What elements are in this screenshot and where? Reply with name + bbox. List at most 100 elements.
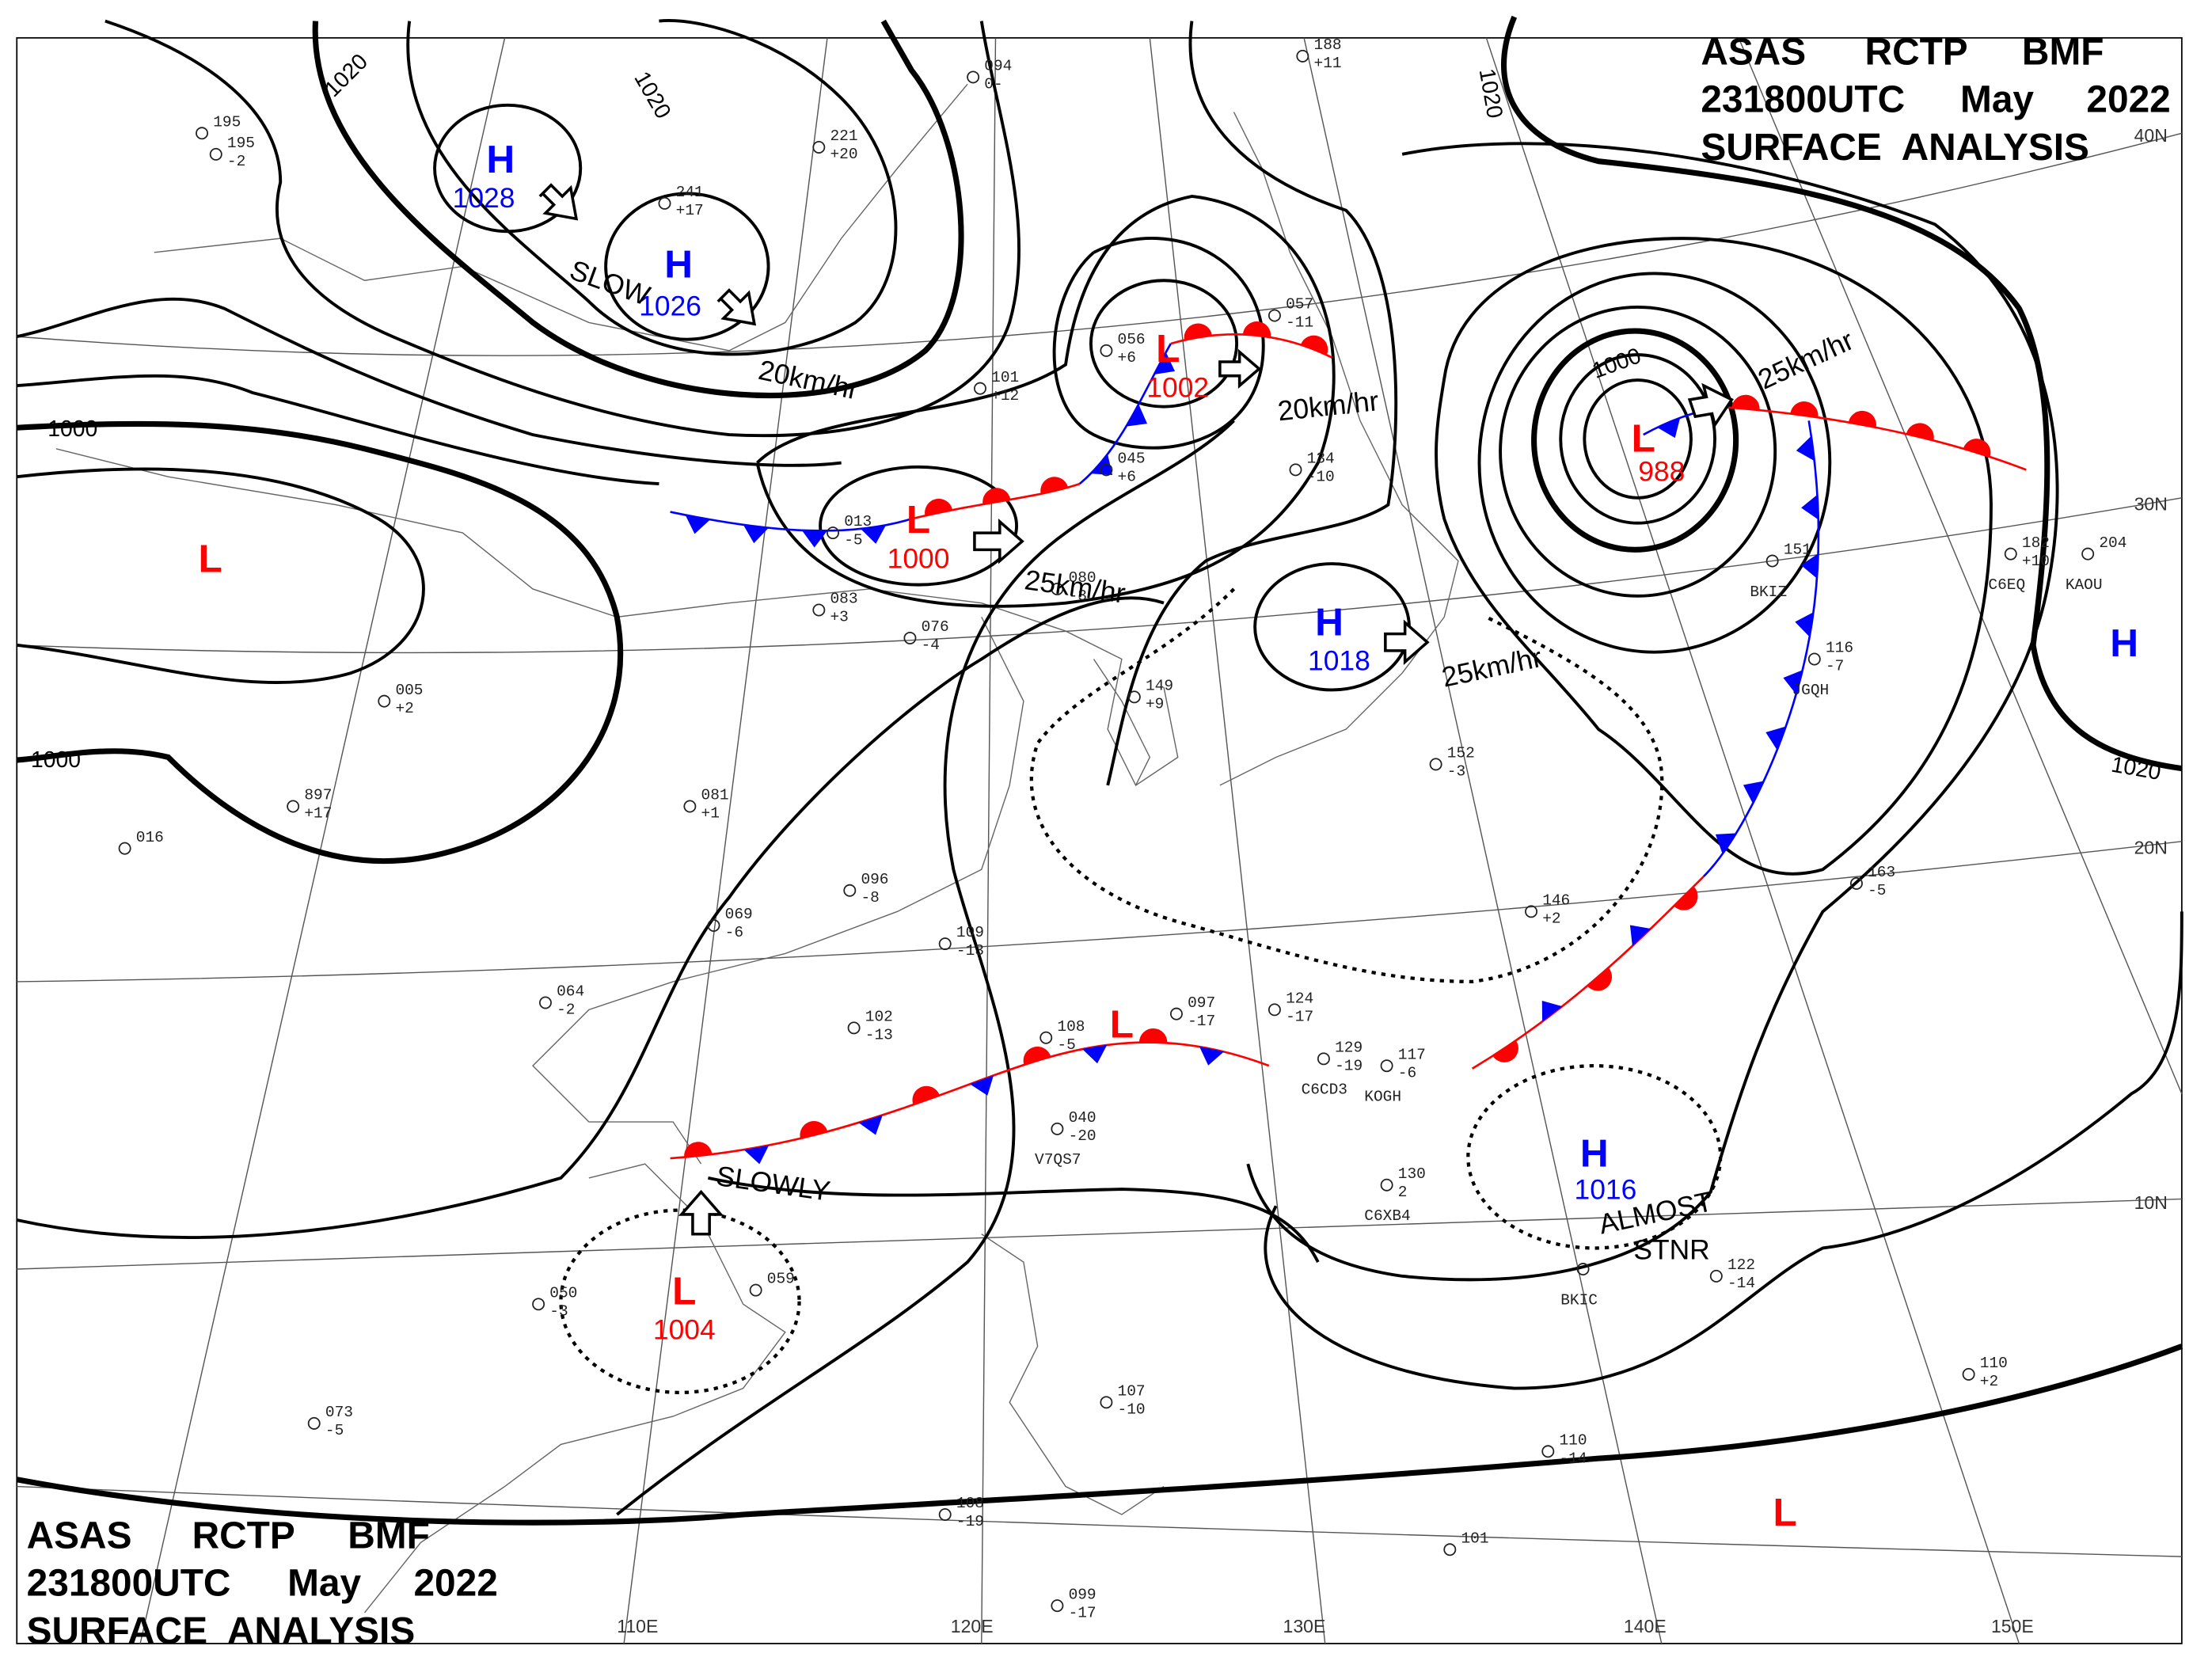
cold-front-triangle bbox=[1800, 553, 1819, 579]
station-circle-icon bbox=[307, 1416, 321, 1430]
station-circle-icon bbox=[1380, 1059, 1393, 1073]
station-circle-icon bbox=[1051, 1122, 1064, 1135]
station-tendency: +10 bbox=[2022, 553, 2050, 570]
station-tendency: -6 bbox=[1398, 1064, 1416, 1081]
station-pressure: 188 bbox=[1314, 36, 1342, 54]
station-circle-icon bbox=[1443, 1543, 1457, 1556]
low-pressure-center: L bbox=[906, 497, 930, 542]
cold-front-triangle bbox=[1795, 612, 1814, 637]
low-pressure-center: L bbox=[1156, 326, 1180, 371]
station-pressure: 129 bbox=[1335, 1039, 1363, 1056]
station-plot: 134-10 bbox=[1289, 450, 1335, 486]
station-plot: 057-11 bbox=[1268, 296, 1313, 332]
station-pressure: 134 bbox=[1307, 450, 1335, 468]
cold-front-triangle bbox=[858, 1115, 883, 1135]
cold-front-triangle bbox=[1656, 417, 1681, 439]
warm-front-semicircle bbox=[1906, 423, 1934, 441]
central-pressure-value: 1028 bbox=[453, 182, 515, 214]
warm-front-semicircle bbox=[1138, 1028, 1168, 1043]
station-circle-icon bbox=[812, 603, 826, 617]
central-pressure-value: 1016 bbox=[1575, 1173, 1637, 1205]
station-plot: 117-6 KOGH bbox=[1364, 1046, 1426, 1105]
station-tendency: -6 bbox=[725, 924, 743, 941]
station-plot: 195-2 bbox=[209, 135, 255, 170]
station-plot: 188+11 bbox=[1296, 36, 1342, 72]
coastline-china bbox=[532, 617, 1024, 1165]
movement-arrow-icon bbox=[1218, 348, 1262, 389]
ship-callsign: C6CD3 bbox=[1302, 1081, 1347, 1099]
warm-front-semicircle bbox=[1790, 401, 1819, 418]
station-plot: 056+6 bbox=[1100, 331, 1146, 367]
latitude-line-40n bbox=[17, 132, 2183, 356]
station-plot: 083+3 bbox=[812, 591, 858, 626]
title-station: RCTP bbox=[192, 1515, 295, 1556]
high-pressure-center: H bbox=[1580, 1131, 1609, 1176]
grid-labels: 40N 30N 20N 10N 110E 120E 130E 140E 150E bbox=[617, 125, 2168, 1636]
station-plot: 897+17 bbox=[287, 787, 332, 823]
station-tendency: +3 bbox=[830, 609, 848, 626]
station-circle-icon bbox=[658, 196, 671, 210]
station-circle-icon bbox=[827, 526, 840, 540]
low-pressure-center: L bbox=[1110, 1002, 1134, 1047]
station-tendency: -17 bbox=[1286, 1008, 1313, 1025]
station-pressure: 108 bbox=[1057, 1018, 1085, 1036]
station-plot: 101+12 bbox=[974, 369, 1019, 405]
station-plot: 204 KAOU bbox=[2066, 534, 2127, 594]
cold-front bbox=[670, 511, 912, 532]
station-plot: 005+2 bbox=[378, 682, 424, 717]
station-circle-icon bbox=[2004, 547, 2017, 561]
station-tendency: +2 bbox=[1542, 910, 1560, 928]
station-tendency: -8 bbox=[861, 889, 879, 907]
ship-callsign: V7QS7 bbox=[1035, 1151, 1081, 1169]
station-pressure: 241 bbox=[676, 184, 704, 201]
station-pressure: 116 bbox=[1826, 640, 1853, 657]
cold-front-triangle bbox=[1629, 925, 1651, 946]
movement-arrow-icon bbox=[678, 1189, 724, 1236]
coastlines bbox=[55, 83, 1459, 1613]
station-circle-icon bbox=[1380, 1178, 1393, 1192]
ship-callsign: BKIZ bbox=[1750, 583, 1787, 601]
title-subtitle: SURFACE ANALYSIS bbox=[1701, 127, 2089, 169]
coastline-korea bbox=[1093, 659, 1151, 786]
longitude-line bbox=[139, 37, 506, 1644]
movement-arrow-icon bbox=[716, 288, 757, 326]
station-tendency: -14 bbox=[1559, 1450, 1587, 1467]
station-plot: 163-5 bbox=[1849, 864, 1895, 899]
isobar-label: 1000 bbox=[31, 747, 81, 773]
station-plot: 050-3 bbox=[532, 1284, 577, 1320]
station-plot: 110+2 bbox=[1962, 1355, 2008, 1390]
station-circle-icon bbox=[1709, 1269, 1723, 1283]
station-pressure: 099 bbox=[1069, 1586, 1096, 1603]
isobar bbox=[1052, 237, 1265, 450]
station-circle-icon bbox=[707, 919, 720, 933]
central-pressure-value: 1018 bbox=[1308, 645, 1370, 677]
station-tendency: +2 bbox=[395, 700, 413, 717]
station-plot: 241+17 bbox=[658, 184, 704, 219]
isobar bbox=[16, 596, 1165, 1239]
station-circle-icon bbox=[1100, 344, 1113, 357]
station-tendency: -17 bbox=[1069, 1604, 1096, 1621]
longitude-line-140e bbox=[1303, 37, 1663, 1644]
warm-front-semicircle bbox=[925, 498, 953, 516]
isobar bbox=[406, 19, 898, 356]
station-tendency: -4 bbox=[922, 637, 940, 654]
station-pressure: 057 bbox=[1286, 296, 1313, 314]
station-tendency: -10 bbox=[1118, 1401, 1146, 1418]
station-circle-icon bbox=[1268, 1003, 1281, 1017]
station-circle-icon bbox=[1051, 582, 1064, 595]
station-circle-icon bbox=[903, 631, 917, 644]
station-circle-icon bbox=[683, 800, 697, 813]
warm-front bbox=[1170, 333, 1333, 359]
station-circle-icon bbox=[1576, 1263, 1590, 1275]
isobar bbox=[105, 19, 1021, 438]
station-plot: 122-14 bbox=[1709, 1256, 1755, 1292]
station-plot: 195 bbox=[196, 113, 241, 140]
isobar bbox=[16, 1344, 2183, 1526]
longitude-line-110e bbox=[623, 37, 828, 1644]
station-plot: BKIC bbox=[1560, 1263, 1598, 1309]
station-pressure: 040 bbox=[1069, 1109, 1096, 1127]
station-plot: 097-17 bbox=[1169, 994, 1215, 1030]
station-tendency: -20 bbox=[1069, 1127, 1096, 1145]
ship-callsign: BKIC bbox=[1560, 1291, 1598, 1309]
